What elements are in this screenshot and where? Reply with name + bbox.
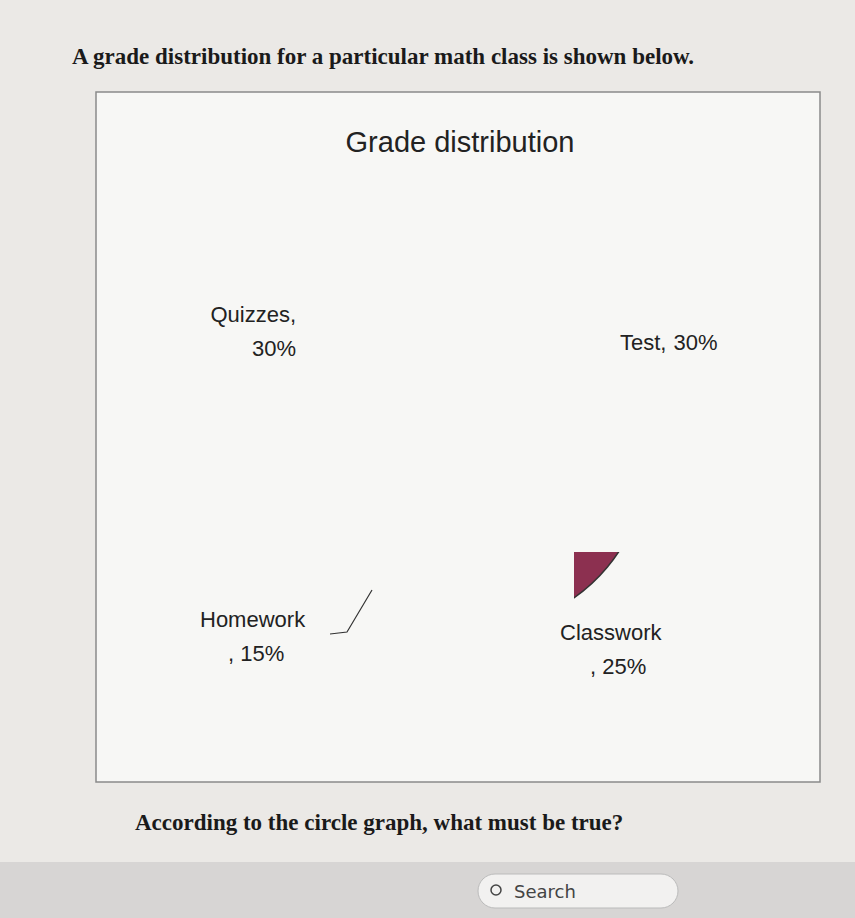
search-icon	[491, 885, 501, 895]
data-labels: Test, 30% Classwork , 25% Homework , 15% Quizz…	[200, 302, 718, 679]
leader-line	[330, 590, 372, 634]
search-box	[478, 874, 678, 908]
data-label: Classwork , 25%	[560, 620, 662, 679]
value-label: , 15%	[228, 641, 284, 666]
chart-frame	[96, 92, 820, 782]
taskbar	[0, 862, 855, 918]
value-label: 30%	[673, 330, 717, 355]
data-label: Quizzes, 30%	[210, 302, 296, 361]
pie	[574, 552, 646, 628]
pie-slice	[574, 552, 638, 628]
category-label: Classwork	[560, 620, 662, 645]
search-text: Search	[514, 881, 576, 902]
category-label: Quizzes,	[210, 302, 296, 327]
question-text: A grade distribution for a particular ma…	[72, 44, 694, 69]
background	[0, 0, 855, 918]
page: A grade distribution for a particular ma…	[0, 0, 855, 918]
value-label: 30%	[252, 336, 296, 361]
value-label: , 25%	[590, 654, 646, 679]
category-label: Homework	[200, 607, 306, 632]
data-label: Test, 30%	[620, 330, 718, 355]
category-label: Test,	[620, 330, 666, 355]
data-label: Homework , 15%	[200, 607, 306, 666]
prompt-text: According to the circle graph, what must…	[135, 810, 623, 835]
chart-title: Grade distribution	[346, 126, 575, 158]
